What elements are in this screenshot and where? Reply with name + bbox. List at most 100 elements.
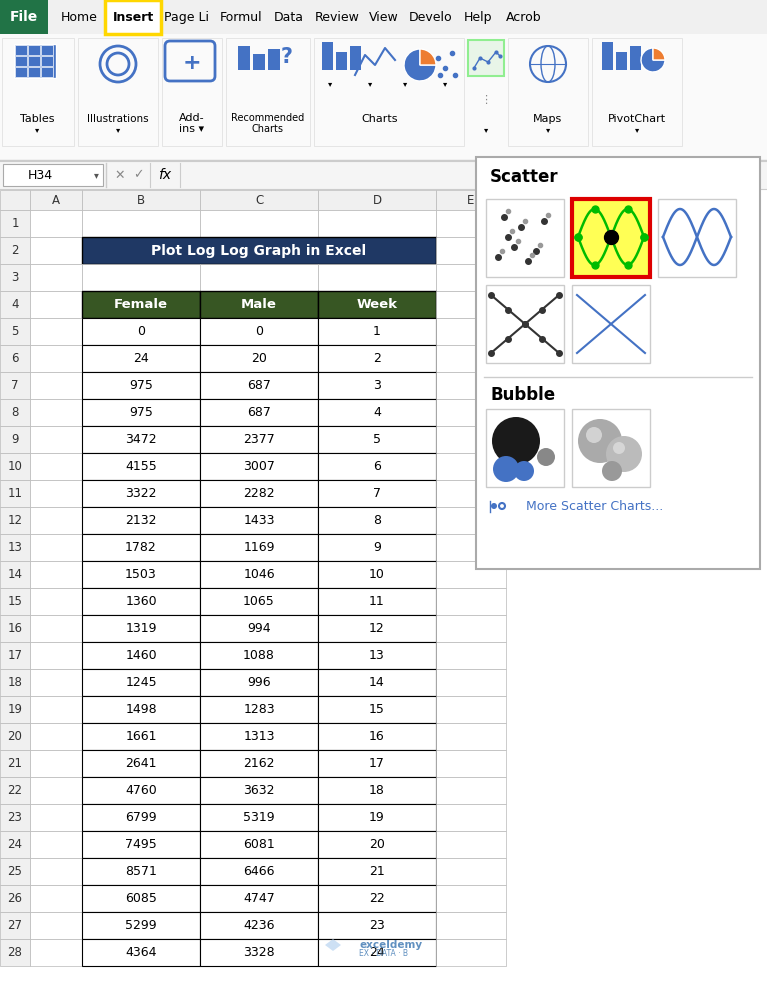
Text: ▾: ▾ — [328, 79, 332, 88]
Bar — [30, 318, 82, 345]
Text: More Scatter Charts...: More Scatter Charts... — [526, 500, 663, 512]
Text: 24: 24 — [369, 946, 385, 959]
Bar — [82, 318, 200, 345]
Bar — [238, 46, 250, 70]
Circle shape — [493, 456, 519, 482]
Text: Female: Female — [114, 298, 168, 311]
Bar — [82, 534, 200, 561]
Bar — [0, 237, 30, 264]
Text: 5: 5 — [373, 433, 381, 446]
Text: ▾: ▾ — [94, 170, 98, 180]
Bar — [0, 507, 30, 534]
Bar — [30, 291, 82, 318]
Bar — [314, 38, 464, 146]
Bar — [41, 45, 53, 55]
Bar — [82, 912, 200, 939]
Text: 1360: 1360 — [125, 595, 156, 608]
Bar — [350, 46, 361, 70]
Bar — [572, 285, 650, 363]
Bar — [436, 210, 506, 237]
Text: Home: Home — [61, 10, 97, 23]
Bar — [436, 669, 506, 696]
Bar — [30, 777, 82, 804]
Text: Acrob: Acrob — [506, 10, 542, 23]
Bar — [318, 615, 436, 642]
Bar — [82, 885, 200, 912]
Bar — [436, 345, 506, 372]
Bar — [82, 939, 200, 966]
Bar — [318, 885, 436, 912]
Bar — [200, 480, 318, 507]
Text: 19: 19 — [369, 811, 385, 824]
Bar — [0, 345, 30, 372]
Text: exceldemy: exceldemy — [359, 940, 422, 950]
Text: 8: 8 — [12, 406, 18, 419]
Bar — [436, 318, 506, 345]
Bar — [200, 804, 318, 831]
Bar — [82, 831, 200, 858]
Bar — [30, 237, 82, 264]
Text: 18: 18 — [8, 676, 22, 689]
Bar — [0, 399, 30, 426]
Bar — [436, 804, 506, 831]
Bar — [200, 642, 318, 669]
Bar — [602, 42, 613, 70]
Text: ▾: ▾ — [484, 125, 488, 134]
Bar — [436, 264, 506, 291]
Bar — [15, 67, 27, 77]
Text: 20: 20 — [8, 730, 22, 743]
Text: 2: 2 — [12, 244, 18, 257]
Text: 1169: 1169 — [243, 541, 275, 554]
Bar — [15, 56, 27, 66]
Bar — [30, 561, 82, 588]
Bar — [508, 38, 588, 146]
Text: 20: 20 — [251, 352, 267, 365]
Bar — [0, 190, 30, 210]
Text: 1319: 1319 — [125, 622, 156, 635]
Bar — [0, 291, 30, 318]
Text: fx: fx — [159, 168, 172, 182]
Text: Tables: Tables — [20, 114, 54, 124]
Bar — [200, 750, 318, 777]
Text: 3007: 3007 — [243, 460, 275, 473]
Text: 975: 975 — [129, 379, 153, 392]
Text: 1: 1 — [373, 325, 381, 338]
Bar — [82, 750, 200, 777]
Bar — [0, 939, 30, 966]
Bar — [200, 858, 318, 885]
Bar — [436, 615, 506, 642]
Bar — [436, 912, 506, 939]
Text: Bubble: Bubble — [490, 386, 555, 404]
Text: 17: 17 — [8, 649, 22, 662]
Text: 23: 23 — [369, 919, 385, 932]
Text: 6085: 6085 — [125, 892, 157, 905]
Text: 8571: 8571 — [125, 865, 157, 878]
Text: 18: 18 — [369, 784, 385, 797]
Text: 3322: 3322 — [125, 487, 156, 500]
Bar — [318, 210, 436, 237]
Text: 1661: 1661 — [125, 730, 156, 743]
Bar — [200, 210, 318, 237]
Text: 2162: 2162 — [243, 757, 275, 770]
Text: Plot Log Log Graph in Excel: Plot Log Log Graph in Excel — [151, 243, 367, 258]
Text: 8: 8 — [373, 514, 381, 527]
Bar — [572, 409, 650, 487]
Bar — [82, 723, 200, 750]
Bar — [318, 723, 436, 750]
Text: 9: 9 — [373, 541, 381, 554]
Bar — [0, 318, 30, 345]
Text: Recommended: Recommended — [232, 113, 304, 123]
Text: ▾: ▾ — [546, 125, 550, 134]
Bar — [30, 750, 82, 777]
Bar — [0, 858, 30, 885]
Bar — [0, 372, 30, 399]
Bar — [30, 264, 82, 291]
Text: 17: 17 — [369, 757, 385, 770]
Text: 2282: 2282 — [243, 487, 275, 500]
Bar — [0, 34, 767, 160]
Bar — [436, 723, 506, 750]
Text: 24: 24 — [8, 838, 22, 851]
Bar — [436, 399, 506, 426]
Text: Add-: Add- — [179, 113, 205, 123]
Text: 4: 4 — [373, 406, 381, 419]
